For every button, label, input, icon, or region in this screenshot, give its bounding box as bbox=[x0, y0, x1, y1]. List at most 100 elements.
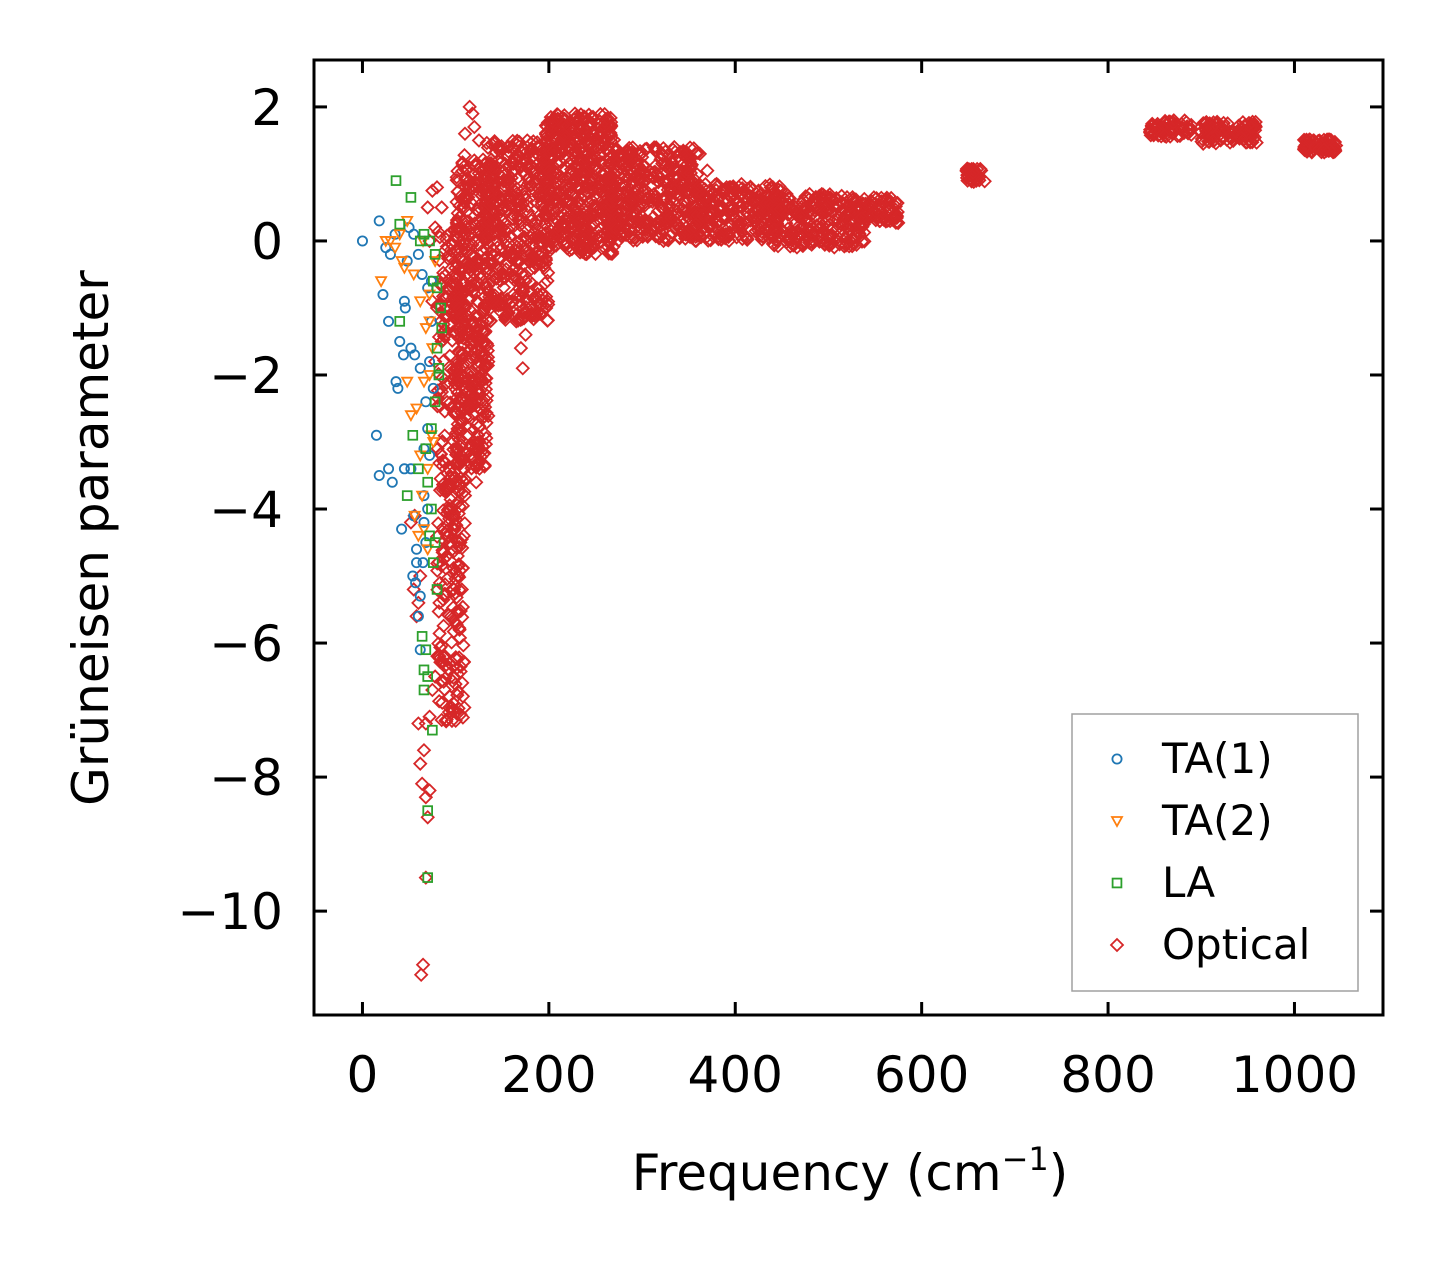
data-point bbox=[394, 335, 406, 347]
data-point bbox=[610, 174, 626, 190]
data-point bbox=[587, 198, 602, 214]
data-point bbox=[422, 671, 434, 682]
data-point bbox=[712, 201, 728, 217]
data-point bbox=[1322, 143, 1337, 158]
data-point bbox=[394, 316, 406, 327]
data-point bbox=[555, 117, 571, 133]
data-point bbox=[481, 354, 496, 369]
data-point bbox=[625, 175, 640, 190]
data-point bbox=[659, 165, 675, 180]
data-point bbox=[412, 248, 424, 260]
data-point bbox=[570, 206, 585, 221]
data-point bbox=[424, 530, 435, 542]
data-point bbox=[508, 243, 524, 258]
data-point bbox=[623, 167, 638, 182]
data-point bbox=[447, 471, 462, 487]
data-point bbox=[682, 229, 697, 244]
data-point bbox=[617, 220, 633, 236]
data-point bbox=[480, 312, 496, 327]
data-point bbox=[597, 106, 612, 122]
data-point bbox=[411, 716, 426, 731]
data-point bbox=[454, 451, 470, 467]
data-point bbox=[545, 114, 560, 129]
data-point bbox=[540, 265, 556, 281]
data-point bbox=[653, 219, 669, 234]
data-point bbox=[438, 714, 454, 729]
data-point bbox=[457, 171, 473, 187]
data-point bbox=[498, 261, 514, 277]
data-point bbox=[460, 221, 475, 236]
data-point bbox=[1150, 123, 1165, 139]
data-point bbox=[480, 349, 496, 365]
data-point bbox=[455, 498, 471, 514]
data-point bbox=[393, 229, 407, 242]
data-point bbox=[544, 223, 559, 239]
data-point bbox=[409, 403, 424, 416]
data-point bbox=[455, 599, 471, 615]
legend-marker bbox=[1109, 937, 1125, 953]
data-point bbox=[717, 212, 733, 228]
data-point bbox=[802, 203, 817, 219]
data-point bbox=[477, 459, 492, 474]
data-point bbox=[1205, 129, 1221, 144]
data-point bbox=[410, 577, 422, 589]
data-point bbox=[449, 215, 465, 230]
data-point bbox=[498, 308, 513, 324]
data-point bbox=[565, 185, 581, 200]
data-point bbox=[1316, 142, 1332, 157]
data-point bbox=[454, 372, 469, 387]
data-point bbox=[809, 191, 825, 207]
data-point bbox=[472, 454, 488, 469]
data-point bbox=[487, 136, 502, 151]
data-point bbox=[457, 233, 473, 249]
data-point bbox=[459, 175, 475, 191]
data-point bbox=[527, 174, 542, 190]
data-point bbox=[657, 202, 672, 218]
data-point bbox=[466, 250, 481, 266]
data-point bbox=[415, 490, 429, 503]
data-point bbox=[517, 189, 533, 204]
data-point bbox=[452, 395, 467, 411]
data-point bbox=[818, 225, 833, 240]
data-point bbox=[492, 250, 507, 266]
data-points bbox=[356, 99, 1344, 983]
data-point bbox=[523, 144, 539, 159]
data-point bbox=[418, 516, 430, 528]
data-point bbox=[858, 196, 874, 212]
data-point bbox=[436, 329, 452, 344]
data-point bbox=[489, 140, 505, 155]
data-point bbox=[416, 631, 428, 642]
data-point bbox=[592, 148, 608, 164]
data-point bbox=[444, 635, 459, 650]
data-point bbox=[1201, 134, 1217, 150]
data-point bbox=[407, 429, 419, 441]
data-point bbox=[426, 503, 437, 515]
data-point bbox=[883, 190, 899, 206]
data-point bbox=[725, 179, 741, 194]
data-point bbox=[463, 439, 478, 455]
data-point bbox=[752, 228, 768, 244]
data-point bbox=[450, 440, 465, 456]
data-point bbox=[445, 696, 461, 711]
data-point bbox=[383, 315, 395, 327]
data-point bbox=[762, 177, 778, 192]
data-point bbox=[574, 154, 590, 169]
data-point bbox=[431, 693, 447, 709]
data-point bbox=[498, 223, 513, 238]
data-point bbox=[405, 463, 417, 475]
data-point bbox=[451, 423, 466, 438]
data-point bbox=[537, 276, 553, 291]
data-point bbox=[433, 369, 445, 381]
data-point bbox=[688, 217, 704, 232]
data-point bbox=[726, 200, 741, 215]
data-point bbox=[427, 669, 443, 684]
data-point bbox=[519, 133, 535, 148]
data-point bbox=[407, 570, 419, 582]
data-point bbox=[721, 233, 737, 249]
data-point bbox=[425, 183, 440, 198]
data-point bbox=[484, 136, 500, 152]
data-point bbox=[650, 215, 666, 230]
data-point bbox=[577, 165, 592, 180]
data-point bbox=[614, 150, 630, 166]
data-point bbox=[700, 233, 716, 248]
